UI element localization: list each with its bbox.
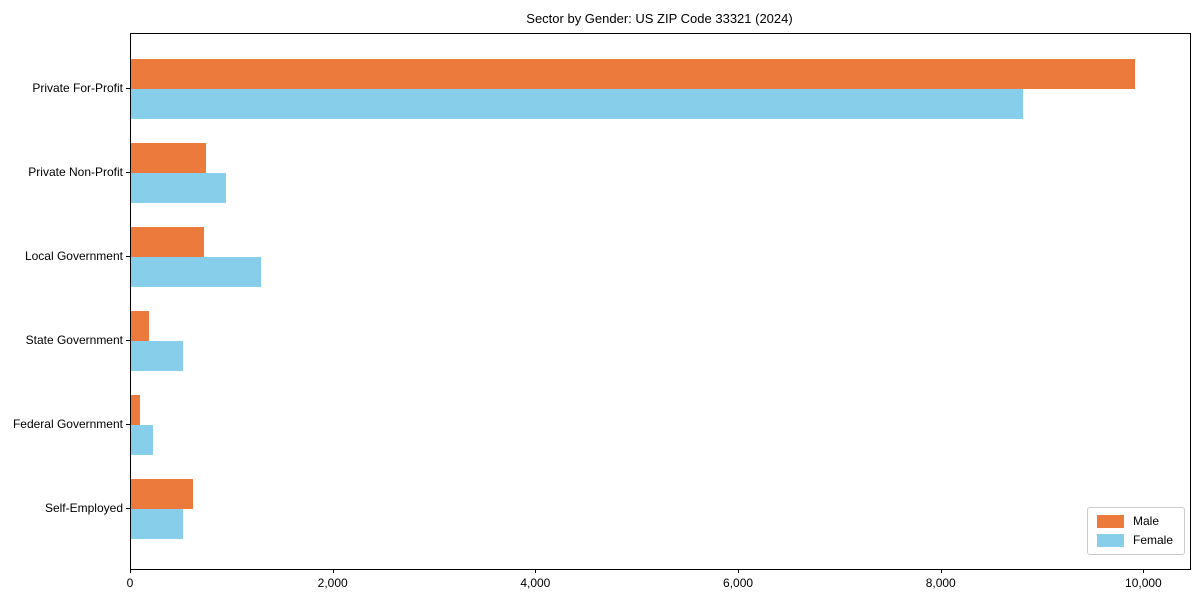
- bar-female-2: [131, 257, 261, 287]
- y-tick-mark: [126, 88, 130, 89]
- bar-female-0: [131, 89, 1023, 119]
- bar-female-5: [131, 509, 183, 539]
- x-tick-mark: [738, 569, 740, 573]
- plot-area: Male Female: [130, 33, 1191, 570]
- y-tick-mark: [126, 508, 130, 509]
- x-tick-label: 4,000: [520, 576, 551, 590]
- x-tick-label: 0: [126, 576, 134, 590]
- y-tick-mark: [126, 256, 130, 257]
- x-tick-mark: [1143, 569, 1145, 573]
- bar-male-0: [131, 59, 1136, 89]
- legend-item-female: Female: [1096, 533, 1173, 547]
- y-tick-mark: [126, 340, 130, 341]
- x-tick-label: 2,000: [317, 576, 348, 590]
- female-swatch: [1096, 534, 1124, 547]
- bar-male-4: [131, 395, 141, 425]
- legend-item-male: Male: [1096, 514, 1173, 528]
- bar-male-3: [131, 311, 149, 341]
- legend: Male Female: [1086, 507, 1185, 555]
- y-category-label: Private For-Profit: [32, 81, 123, 95]
- x-tick-label: 6,000: [723, 576, 754, 590]
- bar-male-5: [131, 479, 193, 509]
- x-tick-mark: [332, 569, 334, 573]
- chart-title: Sector by Gender: US ZIP Code 33321 (202…: [526, 11, 793, 26]
- x-tick-label: 10,000: [1125, 576, 1162, 590]
- legend-label-male: Male: [1132, 514, 1159, 528]
- x-tick-mark: [940, 569, 942, 573]
- y-category-label: State Government: [25, 333, 123, 347]
- x-tick-label: 8,000: [925, 576, 956, 590]
- y-category-label: Private Non-Profit: [28, 165, 123, 179]
- male-swatch: [1096, 515, 1124, 528]
- bar-female-1: [131, 173, 227, 203]
- x-tick-mark: [130, 569, 131, 573]
- bar-female-4: [131, 425, 154, 455]
- y-tick-mark: [126, 172, 130, 173]
- legend-label-female: Female: [1132, 533, 1173, 547]
- y-category-label: Self-Employed: [44, 501, 123, 515]
- y-tick-mark: [126, 424, 130, 425]
- x-tick-mark: [535, 569, 537, 573]
- bar-female-3: [131, 341, 183, 371]
- y-category-label: Federal Government: [12, 417, 123, 431]
- y-category-label: Local Government: [24, 249, 123, 263]
- bar-male-2: [131, 227, 204, 257]
- bar-male-1: [131, 143, 206, 173]
